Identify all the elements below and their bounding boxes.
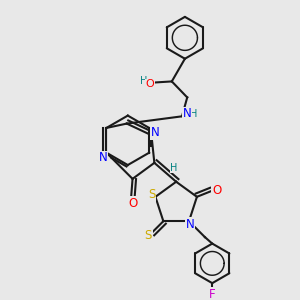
Text: H: H xyxy=(170,163,178,173)
Text: O: O xyxy=(212,184,221,196)
Text: N: N xyxy=(183,107,192,121)
Text: O: O xyxy=(146,79,154,89)
Text: O: O xyxy=(128,197,137,210)
Text: H: H xyxy=(140,76,148,86)
Text: N: N xyxy=(186,218,195,231)
Text: H: H xyxy=(190,109,197,119)
Text: N: N xyxy=(99,152,108,164)
Text: S: S xyxy=(148,188,156,201)
Text: N: N xyxy=(151,126,159,140)
Text: S: S xyxy=(145,229,152,242)
Text: F: F xyxy=(209,288,216,300)
